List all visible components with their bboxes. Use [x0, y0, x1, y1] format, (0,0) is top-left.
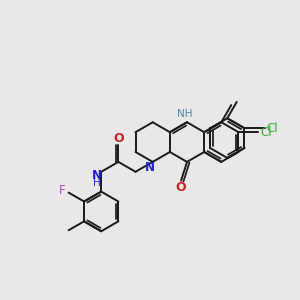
Text: N: N [145, 161, 155, 174]
Text: F: F [59, 184, 66, 197]
Text: O: O [113, 132, 124, 145]
Text: Cl: Cl [266, 122, 278, 135]
Text: H: H [93, 178, 101, 188]
Text: O: O [176, 181, 186, 194]
Text: N: N [92, 169, 102, 182]
Text: Cl: Cl [260, 126, 272, 139]
Text: NH: NH [177, 109, 193, 119]
